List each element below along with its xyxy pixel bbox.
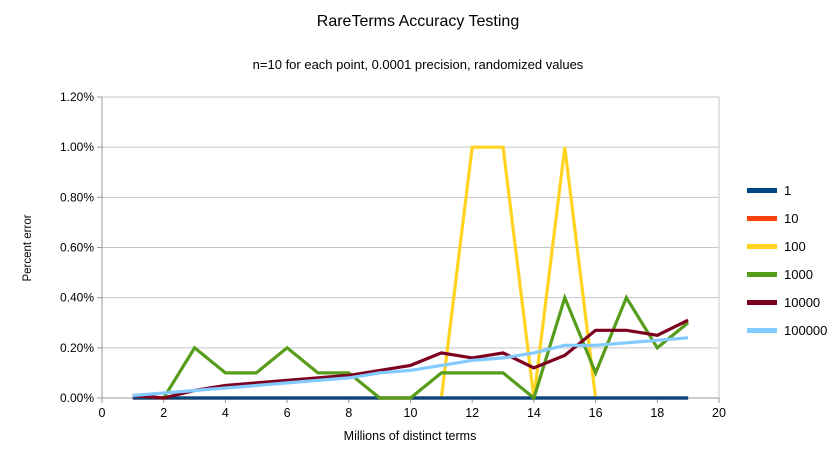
- legend-label: 10000: [784, 294, 821, 310]
- legend-item-1000: 1000: [747, 260, 827, 288]
- x-tick-label: 16: [589, 406, 603, 420]
- y-tick-label: 0.80%: [60, 190, 94, 204]
- x-tick-label: 6: [284, 406, 291, 420]
- legend-label: 100: [784, 238, 806, 254]
- x-tick-label: 2: [160, 406, 167, 420]
- y-tick-label: 0.60%: [60, 241, 94, 255]
- y-tick-label: 1.20%: [60, 90, 94, 104]
- x-tick-label: 18: [650, 406, 664, 420]
- y-axis-title: Percent error: [22, 214, 34, 281]
- legend-item-100: 100: [747, 232, 827, 260]
- legend-label: 100000: [784, 322, 828, 338]
- chart-title: RareTerms Accuracy Testing: [316, 13, 520, 30]
- legend-swatch-10: [747, 215, 777, 221]
- legend: 1 10 100 1000 10000 100000: [747, 176, 827, 344]
- x-tick-label: 10: [404, 406, 418, 420]
- legend-item-10000: 10000: [747, 288, 827, 316]
- legend-swatch-10000: [747, 299, 777, 305]
- x-axis-title: Millions of distinct terms: [344, 429, 477, 443]
- x-tick-label: 8: [345, 406, 352, 420]
- chart-subtitle: n=10 for each point, 0.0001 precision, r…: [252, 57, 584, 72]
- legend-swatch-1: [747, 187, 777, 193]
- tick-labels: 0.00% 0.20% 0.40% 0.60% 0.80% 1.00% 1.20% 0 2 4 6 8…: [60, 90, 726, 420]
- y-tick-label: 0.40%: [60, 291, 94, 305]
- legend-item-10: 10: [747, 204, 827, 232]
- series-line-1000: [132, 292, 690, 401]
- x-tick-label: 12: [465, 406, 479, 420]
- legend-swatch-100000: [747, 327, 777, 333]
- y-tick-label: 1.00%: [60, 140, 94, 154]
- legend-item-100000: 100000: [747, 316, 827, 344]
- y-tick-label: 0.00%: [60, 391, 94, 405]
- series-lines: [132, 145, 690, 401]
- series-line-10000: [132, 318, 689, 400]
- gridlines: [102, 96, 720, 399]
- legend-label: 1: [784, 182, 792, 198]
- legend-item-1: 1: [747, 176, 827, 204]
- x-tick-label: 14: [527, 406, 541, 420]
- legend-label: 10: [784, 210, 799, 226]
- legend-label: 1000: [784, 266, 813, 282]
- y-tick-label: 0.20%: [60, 341, 94, 355]
- legend-swatch-1000: [747, 271, 777, 277]
- x-tick-label: 20: [712, 406, 726, 420]
- legend-swatch-100: [747, 243, 777, 249]
- series-line-100000: [132, 336, 689, 398]
- x-tick-label: 4: [222, 406, 229, 420]
- series-line-100: [132, 145, 689, 400]
- x-tick-label: 0: [99, 406, 106, 420]
